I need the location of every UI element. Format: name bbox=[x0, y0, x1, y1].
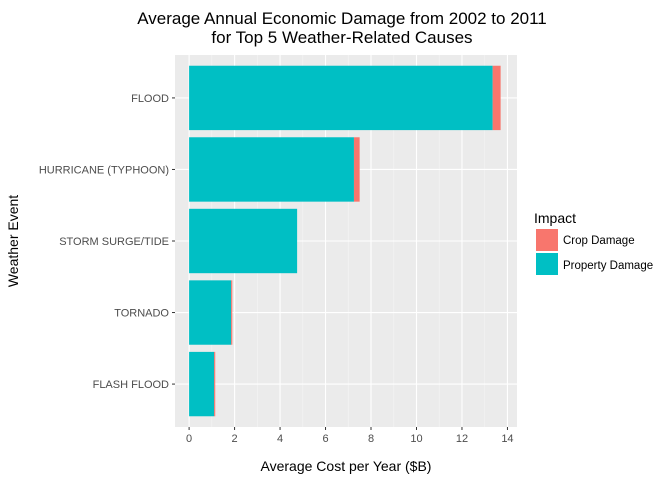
bar-property-damage-flood bbox=[189, 65, 493, 131]
y-axis-title: Weather Event bbox=[5, 195, 21, 287]
chart-title-line-2: for Top 5 Weather-Related Causes bbox=[211, 28, 472, 47]
bar-crop-damage-flood bbox=[492, 65, 501, 131]
x-tick-label-8: 8 bbox=[368, 433, 374, 445]
y-tick-labels: FLOOD HURRICANE (TYPHOON) STORM SURGE/TIDE… bbox=[39, 93, 175, 391]
bar-property-damage-storm-surge-tide bbox=[189, 208, 298, 274]
bar-crop-damage-tornado bbox=[231, 280, 233, 345]
bar-property-damage-tornado bbox=[189, 280, 232, 345]
x-tick-label-4: 4 bbox=[277, 433, 283, 445]
legend-key-property-damage bbox=[536, 253, 558, 275]
x-tick-label-12: 12 bbox=[456, 433, 468, 445]
x-tick-label-10: 10 bbox=[410, 433, 422, 445]
y-tick-label-hurricane-typhoon: HURRICANE (TYPHOON) bbox=[39, 164, 169, 176]
y-tick-label-flash-flood: FLASH FLOOD bbox=[93, 379, 169, 391]
x-tick-label-14: 14 bbox=[501, 433, 513, 445]
bar-property-damage-hurricane-typhoon bbox=[189, 137, 354, 202]
x-tick-label-2: 2 bbox=[232, 433, 238, 445]
y-tick-label-tornado: TORNADO bbox=[114, 308, 169, 320]
y-tick-label-storm-surge-tide: STORM SURGE/TIDE bbox=[59, 236, 169, 248]
legend-key-crop-damage bbox=[536, 229, 558, 251]
bar-crop-damage-flash-flood bbox=[214, 351, 216, 417]
bar-crop-damage-hurricane-typhoon bbox=[353, 137, 360, 202]
x-tick-label-0: 0 bbox=[186, 433, 192, 445]
legend: Impact Crop Damage Property Damage bbox=[534, 210, 653, 275]
x-tick-labels: 0 2 4 6 8 10 12 14 bbox=[186, 427, 514, 445]
x-tick-label-6: 6 bbox=[322, 433, 328, 445]
bar-property-damage-flash-flood bbox=[189, 351, 215, 417]
y-tick-label-flood: FLOOD bbox=[131, 93, 169, 105]
x-axis-title: Average Cost per Year ($B) bbox=[261, 458, 432, 474]
legend-title: Impact bbox=[534, 210, 576, 226]
bars bbox=[189, 65, 501, 417]
chart-title-line-1: Average Annual Economic Damage from 2002… bbox=[137, 9, 547, 28]
legend-label-crop-damage: Crop Damage bbox=[563, 235, 635, 247]
legend-label-property-damage: Property Damage bbox=[563, 260, 653, 272]
